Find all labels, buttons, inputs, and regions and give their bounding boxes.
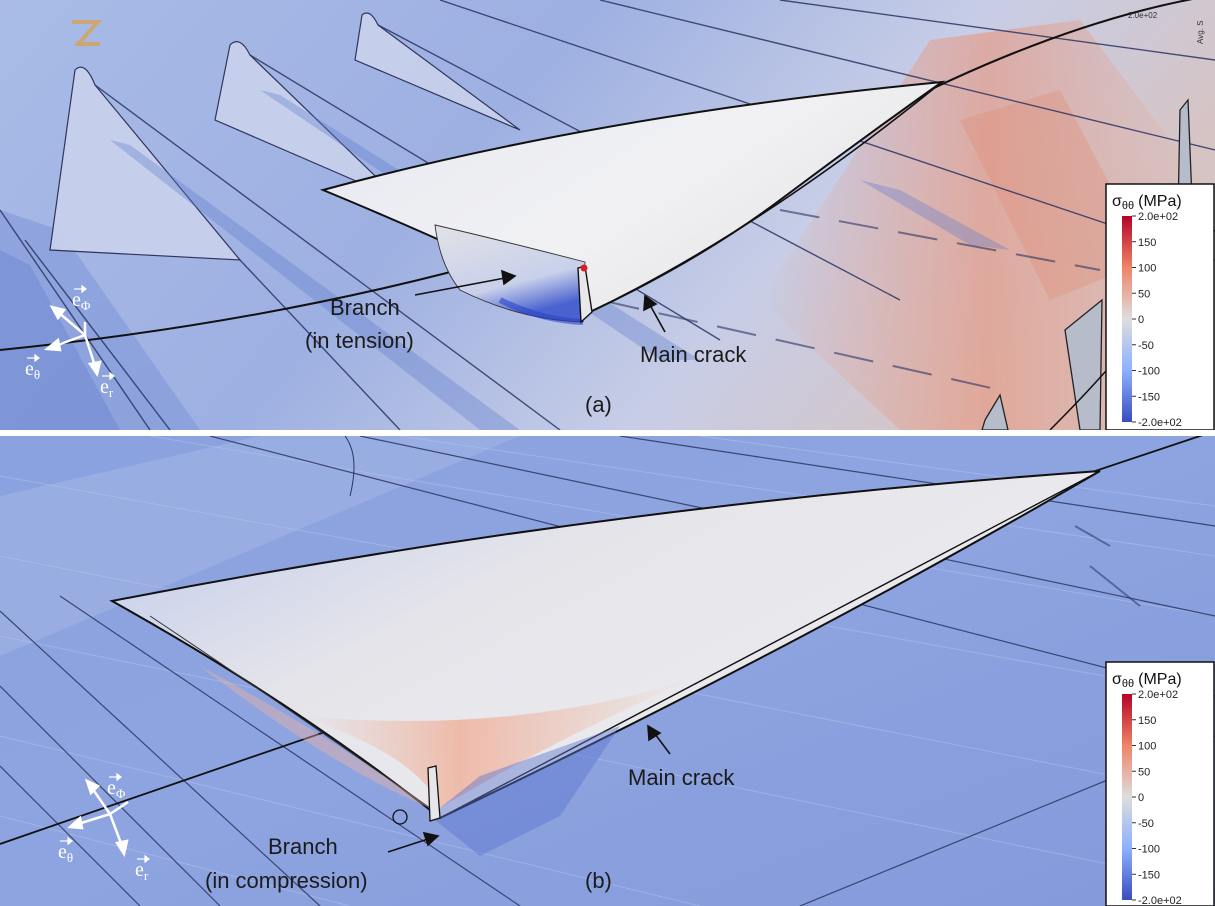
corner-readout: 2.0e+02 [1128, 11, 1158, 20]
colorbar-tick-label: -2.0e+02 [1138, 895, 1182, 906]
colorbar-tick-label: -100 [1138, 366, 1160, 378]
main-crack-label-b: Main crack [628, 765, 735, 790]
branch-label-a-line1: Branch [330, 295, 400, 320]
colorbar-tick-label: 100 [1138, 741, 1156, 753]
axis-phi-b: eΦ [107, 777, 126, 801]
panel-separator [0, 430, 1215, 436]
colorbar-tick-label: 150 [1138, 237, 1156, 249]
colorbar-b-title: σθθ (MPa) [1112, 671, 1182, 690]
colorbar-a-title: σθθ (MPa) [1112, 193, 1182, 212]
axis-vector-arrows-b [60, 772, 150, 864]
colorbar-tick-label: 0 [1138, 314, 1144, 326]
colorbar-tick-label: 50 [1138, 766, 1150, 778]
colorbar-tick-label: 2.0e+02 [1138, 689, 1178, 701]
colorbar-tick-label: -50 [1138, 340, 1154, 352]
panel-b: Main crack Branch (in compression) (b) e… [0, 436, 1215, 906]
axis-theta-b: eθ [58, 841, 73, 865]
colorbar-tick-label: 100 [1138, 263, 1156, 275]
branch-label-b-line2: (in compression) [205, 868, 368, 893]
panel-a: Branch (in tension) Main crack (a) 2.0e+… [0, 0, 1215, 430]
colorbar-a: σθθ (MPa) 2.0e+02 150 100 50 0 -50 -100 -150 -2.0… [1105, 183, 1215, 430]
branch-marker-circle [392, 809, 408, 825]
axis-theta-a: eθ [25, 358, 40, 382]
panel-a-render: Branch (in tension) Main crack (a) 2.0e+… [0, 0, 1215, 430]
axis-triad-a [43, 305, 102, 377]
stress-concentration-marker [580, 264, 588, 272]
axis-phi-a: eΦ [72, 289, 91, 313]
colorbar-tick-label: -50 [1138, 818, 1154, 830]
axis-vector-arrows-a [27, 284, 115, 381]
axis-r-b: er [135, 859, 149, 883]
corner-side-label: Avg. S [1196, 21, 1205, 44]
panel-b-render: Main crack Branch (in compression) (b) e… [0, 436, 1215, 906]
branch-label-a-line2: (in tension) [305, 328, 414, 353]
axis-triad-b [67, 778, 129, 858]
colorbar-tick-label: 150 [1138, 715, 1156, 727]
colorbar-b: σθθ (MPa) 2.0e+02 150 100 50 0 -50 -100 -150 -2.0… [1105, 661, 1215, 906]
colorbar-tick-label: -150 [1138, 869, 1160, 881]
branch-label-b-line1: Branch [268, 834, 338, 859]
colorbar-tick-label: -2.0e+02 [1138, 417, 1182, 429]
main-crack-label-a: Main crack [640, 342, 747, 367]
colorbar-tick-label: 0 [1138, 792, 1144, 804]
colorbar-tick-label: 2.0e+02 [1138, 211, 1178, 223]
colorbar-tick-label: -150 [1138, 391, 1160, 403]
panel-b-label: (b) [585, 868, 612, 893]
app-logo-icon [72, 20, 103, 46]
axis-r-a: er [100, 376, 114, 400]
colorbar-tick-label: -100 [1138, 844, 1160, 856]
colorbar-tick-label: 50 [1138, 288, 1150, 300]
panel-a-label: (a) [585, 392, 612, 417]
